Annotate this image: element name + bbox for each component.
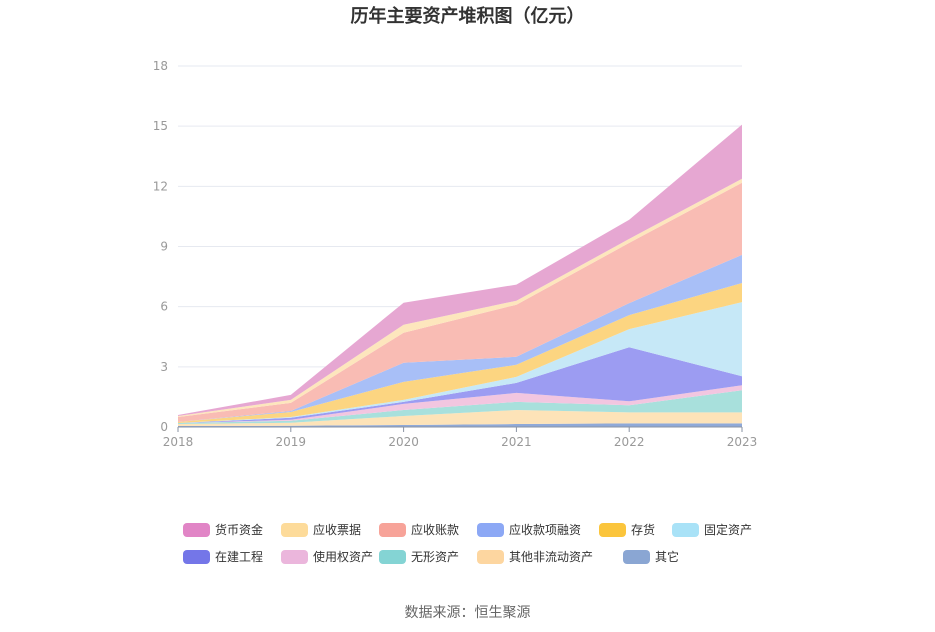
x-tick-label: 2018 [163,435,194,449]
area-使用权资产 [178,385,742,423]
axes: 0 3 6 9 12 15 18 2018 2019 2020 2021 2022 2023 [153,59,758,449]
legend-label-无形资产: 无形资产 [411,550,459,564]
legend-swatch-其它 [623,550,650,564]
y-tick-label: 3 [160,360,168,374]
legend-swatch-应收款项融资 [477,523,504,537]
legend-swatch-无形资产 [379,550,406,564]
x-tick-label: 2023 [727,435,758,449]
area-其他非流动资产 [178,410,742,426]
y-tick-label: 12 [153,179,168,193]
legend-swatch-在建工程 [183,550,210,564]
area-其它 [178,423,742,427]
source-note: 数据来源：恒生聚源 [404,605,531,621]
y-tick-label: 6 [160,300,168,314]
legend-label-其它: 其它 [655,549,679,564]
legend-swatch-应收票据 [281,523,308,537]
y-tick-label: 15 [153,119,168,133]
legend-label-存货: 存货 [631,522,655,537]
legend-swatch-固定资产 [672,523,699,537]
x-tick-label: 2021 [501,435,532,449]
legend-label-其他非流动资产: 其他非流动资产 [509,550,593,564]
legend-swatch-其他非流动资产 [477,550,504,564]
legend-label-使用权资产: 使用权资产 [313,549,373,564]
legend-label-应收款项融资: 应收款项融资 [509,522,581,537]
legend-swatch-应收账款 [379,523,406,537]
chart-title: 历年主要资产堆积图（亿元） [350,6,585,27]
y-tick-label: 9 [160,240,168,254]
x-tick-label: 2020 [388,435,419,449]
area-无形资产 [178,390,742,424]
legend-label-应收账款: 应收账款 [411,522,459,537]
x-tick-label: 2022 [614,435,645,449]
y-tick-label: 0 [160,420,168,434]
legend-label-应收票据: 应收票据 [313,522,361,537]
legend-label-固定资产: 固定资产 [704,522,752,537]
legend-swatch-货币资金 [183,523,210,537]
area-应收账款 [178,182,742,422]
legend-swatch-存货 [599,523,626,537]
area-在建工程 [178,347,742,423]
x-tick-label: 2019 [276,435,307,449]
legend-swatch-使用权资产 [281,550,308,564]
area-series [178,124,742,427]
legend-label-在建工程: 在建工程 [215,549,263,564]
legend-label-货币资金: 货币资金 [215,522,263,537]
y-tick-label: 18 [153,59,168,73]
